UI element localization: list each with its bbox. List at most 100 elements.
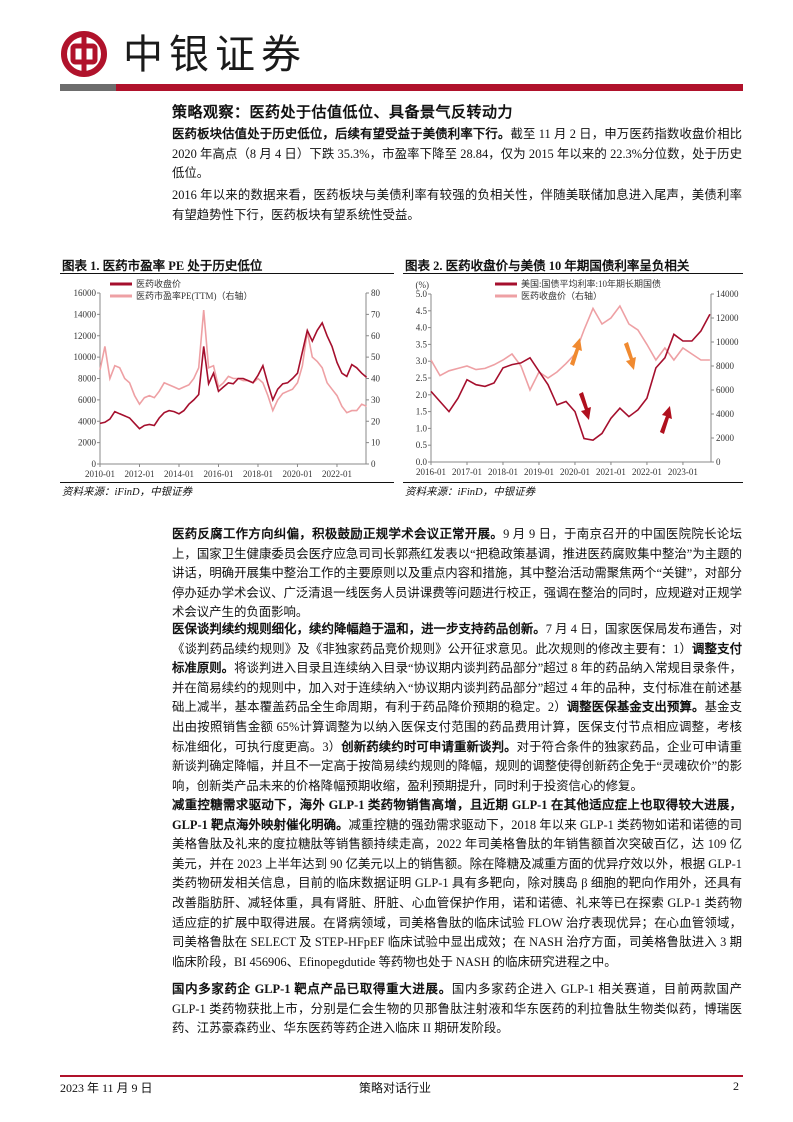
paragraph: 2016 年以来的数据来看，医药板块与美债利率有较强的负相关性，伴随美联储加息进… [172,186,742,225]
figure-1-title: 图表 1. 医药市盈率 PE 处于历史低位 [62,259,263,273]
series-line [99,321,368,430]
y-left-tick-label: 0.5 [416,440,428,450]
paragraph-lead-bold: 医药板块估值处于历史低位，后续有望受益于美债利率下行。 [172,127,511,141]
brand-name: 中银证券 [123,32,307,78]
y-left-tick-label: 2.0 [416,390,428,400]
arrow-down-icon [578,392,591,420]
y-right-tick-label: 2000 [716,433,735,443]
footer-report-type: 策略对话行业 [358,1081,431,1095]
y-right-tick-label: 4000 [716,409,735,419]
y-right-tick-label: 6000 [716,385,735,395]
arrow-up-icon [569,338,582,366]
section-title: 策略观察：医药处于估值低位、具备景气反转动力 [172,105,514,121]
paragraph-text: 基金支出由按照销售金额 65%计算调整为以纳入医保支付范围的药品费用计算，医保支… [172,700,743,754]
y-right-tick-label: 40 [371,374,381,384]
y-left-tick-label: 6000 [78,395,97,405]
x-tick-label: 2020-01 [560,467,590,477]
x-tick-label: 2018-01 [488,467,518,477]
paragraph-lead-bold: 医保谈判续约规则细化，续约降幅趋于温和，进一步支持药品创新。 [172,622,546,636]
figure-1-chart: 0 2000 4000 6000 8000 10000 12000 14000 16000 0 10… [74,278,381,479]
divider [60,273,394,274]
y-right-tick-label: 0 [716,457,721,467]
series-line [99,310,367,414]
figure-2-chart: 0.0 0.5 1.0 1.5 2.0 2.5 3.0 3.5 4.0 4.5 5.0 0 2000 40… [416,278,740,477]
legend-label: 医药收盘价 [136,278,181,289]
paragraph-lead-bold: 国内多家药企 GLP-1 靶点产品已取得重大进展。 [172,982,452,996]
y-left-tick-label: 12000 [74,331,97,341]
x-tick-label: 2022-01 [322,469,352,479]
x-tick-label: 2020-01 [282,469,312,479]
paragraph-lead-bold: 医药反腐工作方向纠偏，积极鼓励正规学术会议正常开展。 [172,527,504,541]
paragraph: 医药板块估值处于历史低位，后续有望受益于美债利率下行。截至 11 月 2 日，申… [172,125,742,184]
paragraph-text: 对于符合条件的独家药品，企业可申请重新谈判确定降幅，并且不一定高于按简易续约规则… [172,739,743,793]
paragraph-text: 减重控糖的强劲需求驱动下，2018 年以来 GLP-1 类药物如诺和诺德的司美格… [172,817,742,969]
figure-2-title: 图表 2. 医药收盘价与美债 10 年期国债利率呈负相关 [405,259,690,273]
x-tick-label: 2022-01 [632,467,662,477]
y-right-tick-label: 8000 [716,361,735,371]
x-tick-label: 2018-01 [243,469,273,479]
paragraph: 国内多家药企 GLP-1 靶点产品已取得重大进展。国内多家药企进入 GLP-1 … [172,980,742,1039]
paragraph: 减重控糖需求驱动下，海外 GLP-1 类药物销售高增，且近期 GLP-1 在其他… [172,796,742,972]
header-bar-red [116,84,743,91]
y-right-tick-label: 14000 [716,289,739,299]
legend-label: 美国:国债平均利率:10年期长期国债 [521,278,661,289]
x-tick-label: 2016-01 [203,469,233,479]
divider [403,482,743,483]
paragraph-lead-bold: 调整医保基金支出预算。 [566,700,705,715]
figure-2-source: 资料来源：iFinD，中银证券 [405,487,536,498]
y-right-tick-label: 20 [371,416,381,426]
paragraph-lead-bold: 调整支付标准原则。 [172,641,742,676]
paragraph-text: 7 月 4 日，国家医保局发布通告，对《谈判药品续约规则》及《非独家药品竞价规则… [172,622,743,656]
paragraph-text: 将谈判进入目录且连续纳入目录“协议期内谈判药品部分”超过 8 年的药品纳入常规目… [172,661,743,715]
legend-label: 医药市盈率PE(TTM)（右轴） [136,290,253,301]
paragraph-lead-bold: 减重控糖需求驱动下，海外 GLP-1 类药物销售高增，且近期 GLP-1 在其他… [172,798,742,832]
header-bar-gray [60,84,116,91]
arrow-down-icon [623,342,636,370]
y-left-tick-label: 5.0 [416,289,428,299]
y-left-tick-label: 4.5 [416,306,428,316]
y-right-tick-label: 10 [371,438,381,448]
x-tick-label: 2021-01 [596,467,626,477]
legend-label: 医药收盘价（右轴） [521,290,602,301]
x-tick-label: 2023-01 [668,467,698,477]
x-tick-label: 2012-01 [124,469,154,479]
paragraph: 医药反腐工作方向纠偏，积极鼓励正规学术会议正常开展。9 月 9 日，于南京召开的… [172,525,742,623]
y-left-tick-label: 16000 [74,288,97,298]
arrow-up-icon [659,406,672,434]
y-left-tick-label: 2000 [78,438,97,448]
y-left-tick-label: 3.0 [416,356,428,366]
x-tick-label: 2019-01 [524,467,554,477]
footer-date: 2023 年 11 月 9 日 [60,1081,153,1095]
y-left-tick-label: 10000 [74,352,97,362]
figure-1-source: 资料来源：iFinD，中银证券 [62,487,193,498]
y-left-tick-label: 1.0 [416,423,428,433]
y-left-tick-label: 4000 [78,416,97,426]
paragraph-text: 2016 年以来的数据来看，医药板块与美债利率有较强的负相关性，伴随美联储加息进… [172,188,742,222]
series-line [430,304,710,392]
y-left-tick-label: 4.0 [416,323,428,333]
x-tick-label: 2014-01 [164,469,194,479]
y-right-tick-label: 60 [371,331,381,341]
y-left-tick-label: 3.5 [416,339,428,349]
x-tick-label: 2016-01 [416,467,446,477]
y-left-tick-label: 1.5 [416,407,428,417]
page-number: 2 [733,1079,739,1093]
y-left-tick-label: 2.5 [416,373,428,383]
footer-rule [60,1075,743,1077]
y-left-tick-label: 14000 [74,309,97,319]
y-right-tick-label: 70 [371,309,381,319]
y-right-tick-label: 80 [371,288,381,298]
paragraph-text: 9 月 9 日，于南京召开的中国医院院长论坛上，国家卫生健康委员会医疗应急司司长… [172,527,743,620]
y-right-tick-label: 0 [371,459,376,469]
paragraph-text: 截至 11 月 2 日，申万医药指数收盘价相比 2020 年高点（8 月 4 日… [172,127,742,181]
divider [60,482,394,483]
bank-of-china-logo-icon [61,31,107,77]
x-tick-label: 2010-01 [85,469,115,479]
paragraph-lead-bold: 创新药续约时可申请重新谈判。 [341,739,517,754]
paragraph: 医保谈判续约规则细化，续约降幅趋于温和，进一步支持药品创新。7 月 4 日，国家… [172,620,742,796]
y-left-tick-label: 8000 [78,374,97,384]
y-right-tick-label: 10000 [716,337,739,347]
y-unit-label: (%) [416,280,430,290]
divider [403,273,743,274]
y-left-tick-label: 0 [92,459,97,469]
